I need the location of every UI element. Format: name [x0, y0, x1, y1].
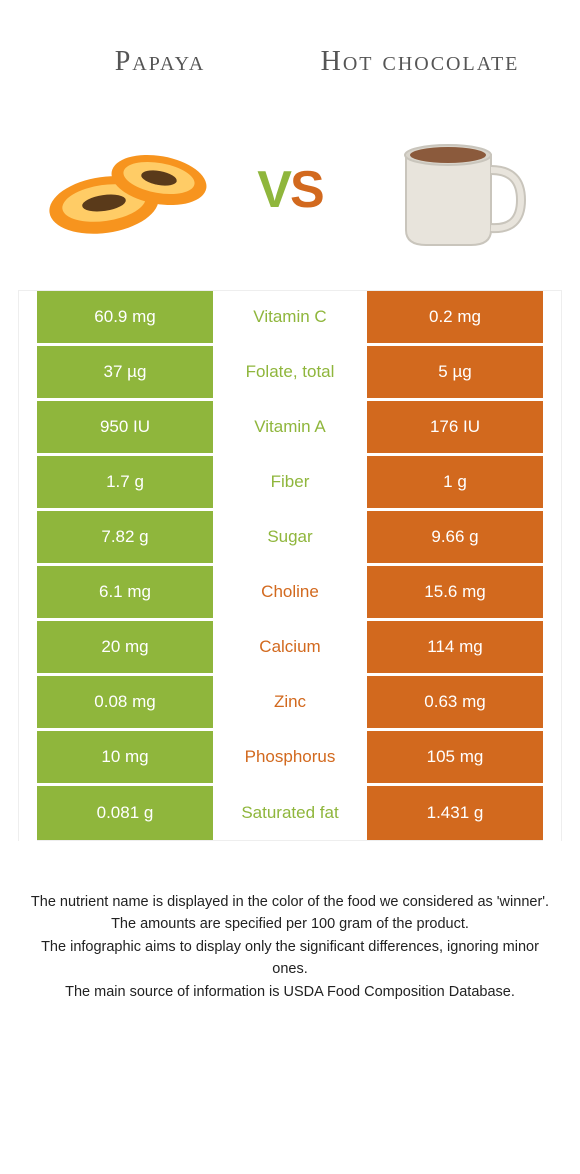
nutrient-name: Saturated fat [213, 786, 367, 840]
table-row: 60.9 mgVitamin C0.2 mg [37, 291, 543, 346]
nutrient-name: Zinc [213, 676, 367, 728]
table-row: 10 mgPhosphorus105 mg [37, 731, 543, 786]
right-value: 15.6 mg [367, 566, 543, 618]
left-value: 7.82 g [37, 511, 213, 563]
left-value: 10 mg [37, 731, 213, 783]
right-value: 114 mg [367, 621, 543, 673]
footnote-line: The amounts are specified per 100 gram o… [30, 913, 550, 935]
right-value: 0.2 mg [367, 291, 543, 343]
footnote-line: The infographic aims to display only the… [30, 936, 550, 981]
right-value: 1.431 g [367, 786, 543, 840]
nutrient-name: Vitamin A [213, 401, 367, 453]
table-row: 37 µgFolate, total5 µg [37, 346, 543, 401]
header: Papaya Hot chocolate [0, 0, 580, 110]
hot-chocolate-image [361, 120, 541, 260]
nutrient-name: Choline [213, 566, 367, 618]
table-row: 0.08 mgZinc0.63 mg [37, 676, 543, 731]
nutrient-table: 60.9 mgVitamin C0.2 mg37 µgFolate, total… [18, 290, 562, 841]
right-value: 5 µg [367, 346, 543, 398]
right-value: 0.63 mg [367, 676, 543, 728]
nutrient-name: Sugar [213, 511, 367, 563]
left-value: 0.08 mg [37, 676, 213, 728]
table-row: 7.82 gSugar9.66 g [37, 511, 543, 566]
vs-badge: VS [257, 160, 322, 220]
table-row: 6.1 mgCholine15.6 mg [37, 566, 543, 621]
left-value: 0.081 g [37, 786, 213, 840]
footnote-line: The main source of information is USDA F… [30, 981, 550, 1003]
nutrient-name: Calcium [213, 621, 367, 673]
vs-v-letter: V [257, 161, 290, 219]
table-row: 1.7 gFiber1 g [37, 456, 543, 511]
nutrient-name: Vitamin C [213, 291, 367, 343]
vs-s-letter: S [290, 161, 323, 219]
nutrient-name: Phosphorus [213, 731, 367, 783]
left-value: 6.1 mg [37, 566, 213, 618]
footnote-line: The nutrient name is displayed in the co… [30, 891, 550, 913]
right-value: 9.66 g [367, 511, 543, 563]
footnotes: The nutrient name is displayed in the co… [0, 841, 580, 1023]
left-value: 20 mg [37, 621, 213, 673]
left-value: 60.9 mg [37, 291, 213, 343]
nutrient-name: Folate, total [213, 346, 367, 398]
left-value: 1.7 g [37, 456, 213, 508]
images-row: VS [0, 110, 580, 290]
left-value: 950 IU [37, 401, 213, 453]
left-value: 37 µg [37, 346, 213, 398]
left-food-title: Papaya [30, 47, 290, 78]
table-row: 20 mgCalcium114 mg [37, 621, 543, 676]
nutrient-name: Fiber [213, 456, 367, 508]
right-value: 176 IU [367, 401, 543, 453]
papaya-image [39, 120, 219, 260]
right-value: 105 mg [367, 731, 543, 783]
right-food-title: Hot chocolate [290, 47, 550, 78]
table-row: 0.081 gSaturated fat1.431 g [37, 786, 543, 841]
right-value: 1 g [367, 456, 543, 508]
table-row: 950 IUVitamin A176 IU [37, 401, 543, 456]
